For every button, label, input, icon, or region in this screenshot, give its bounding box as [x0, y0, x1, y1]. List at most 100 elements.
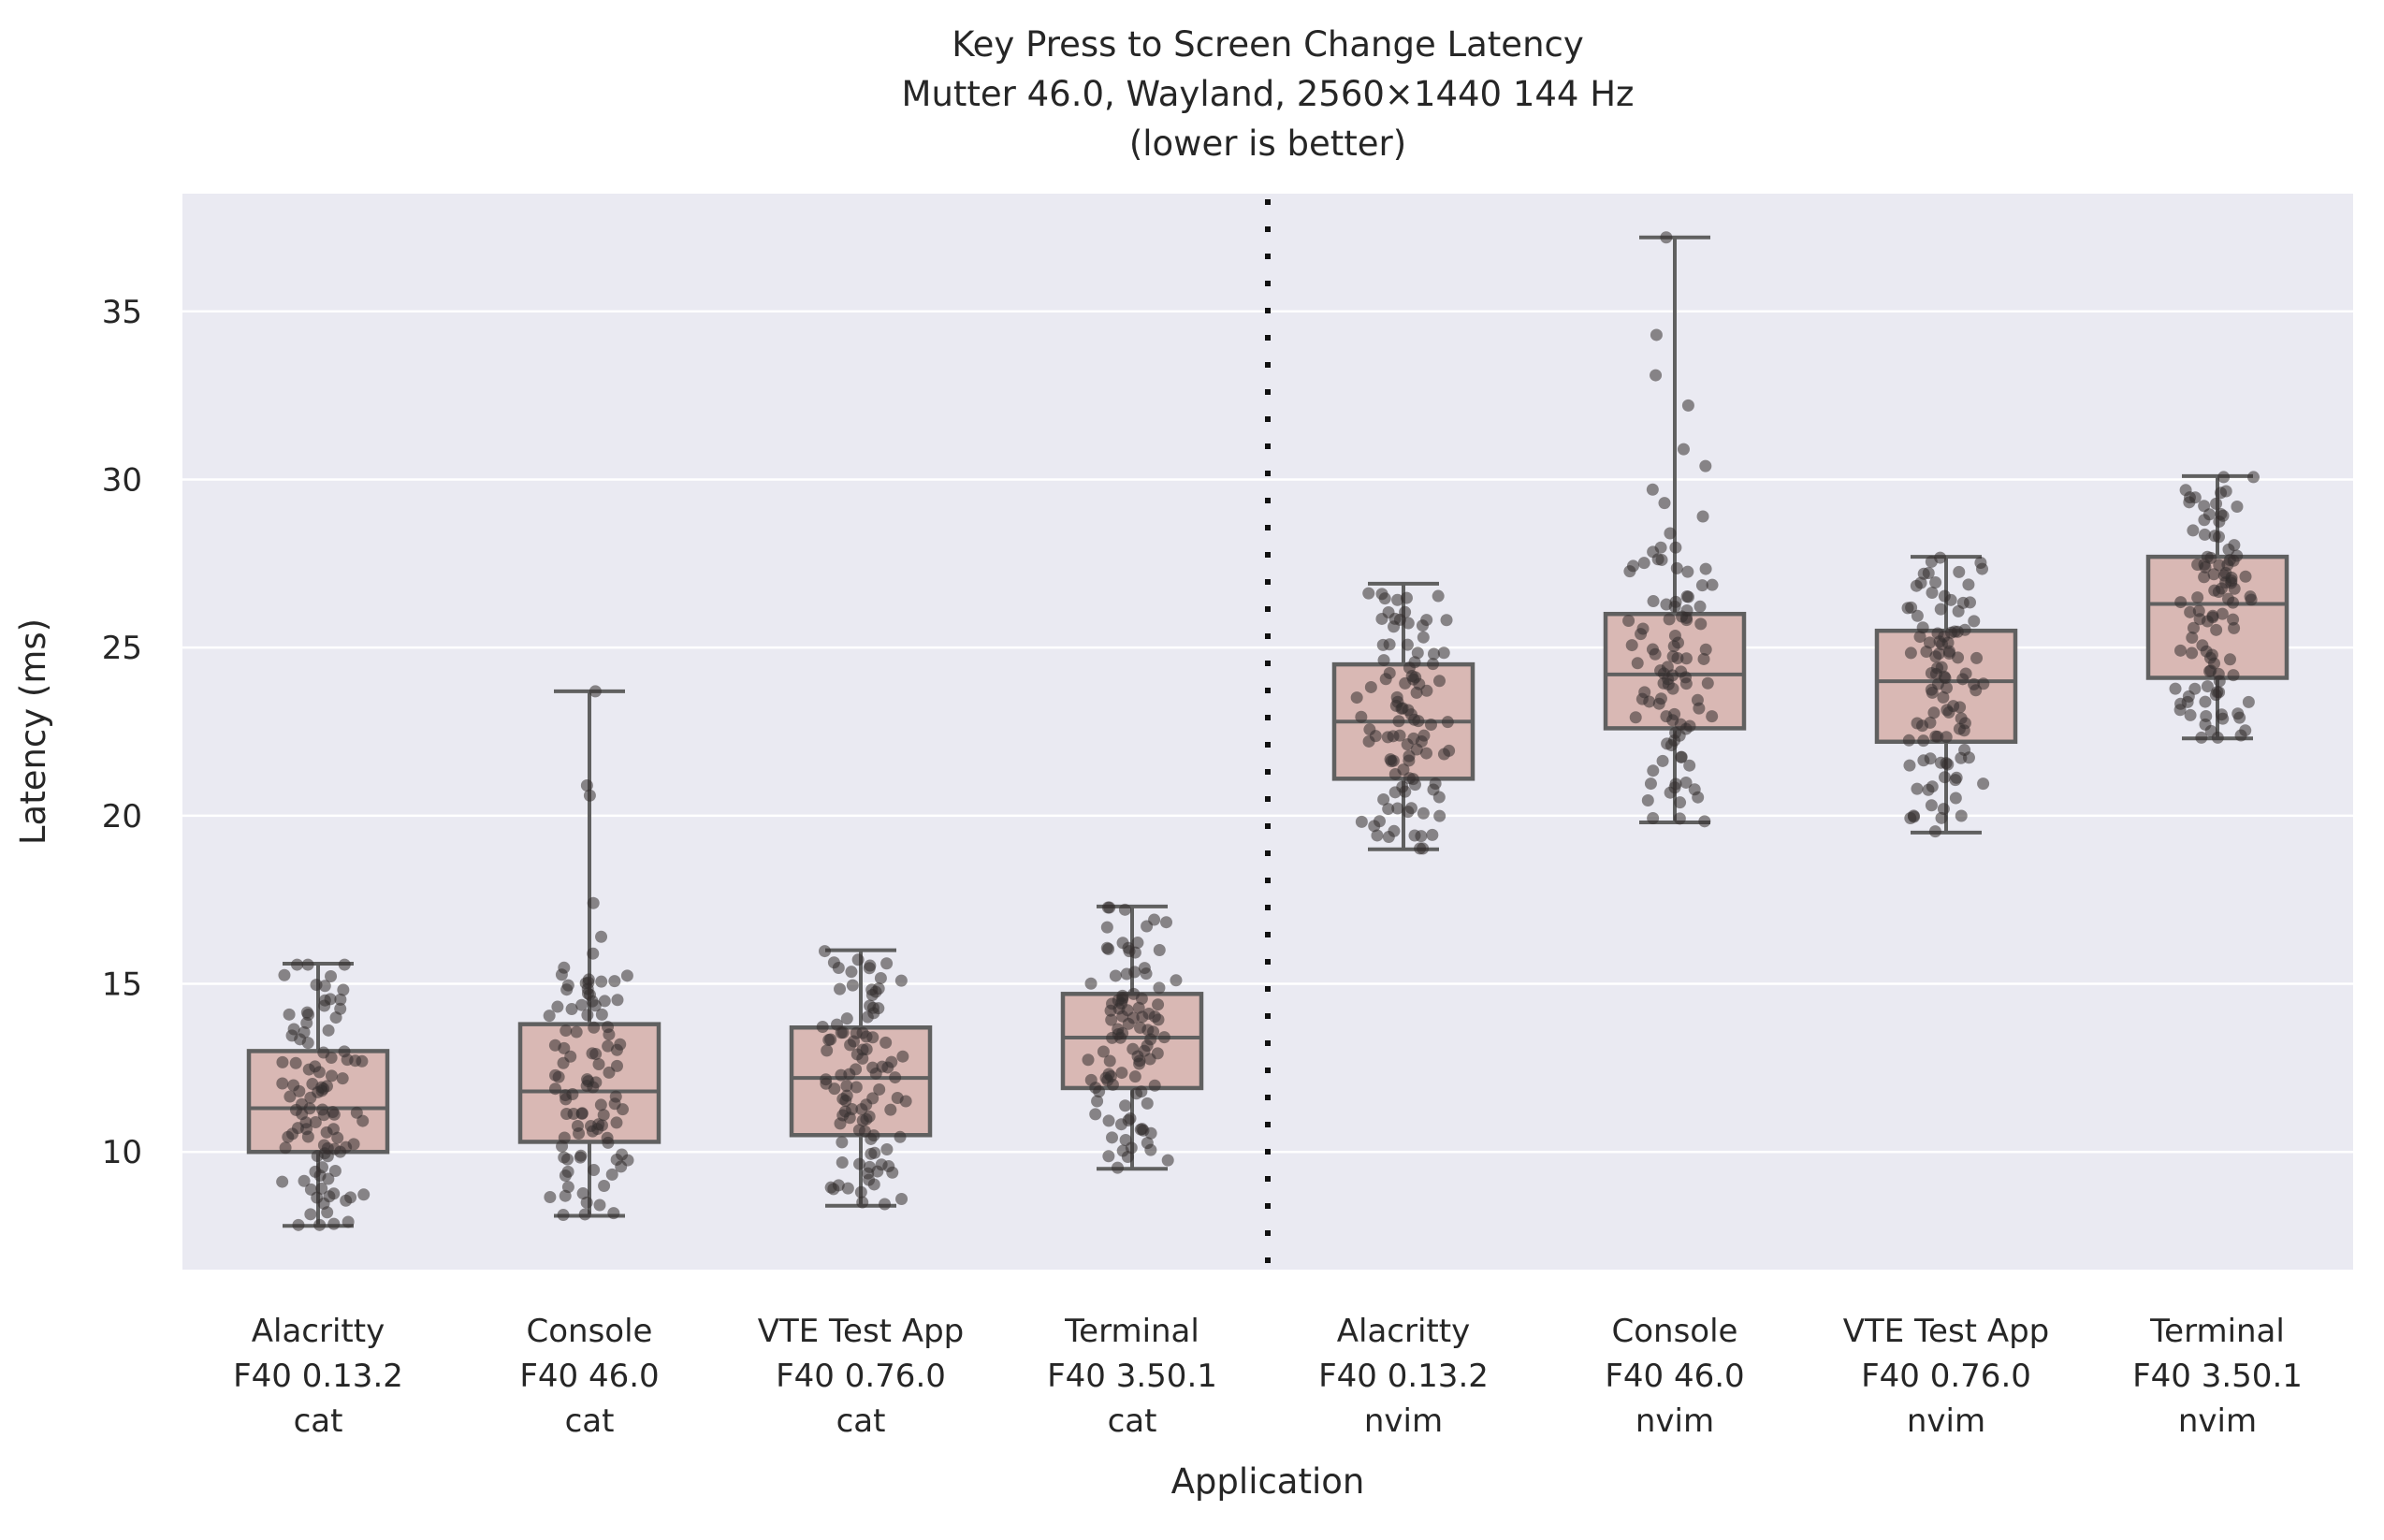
data-point — [1106, 1131, 1119, 1144]
data-point — [1127, 1042, 1140, 1055]
data-point — [1140, 967, 1153, 981]
data-point — [583, 789, 596, 802]
data-point — [836, 1093, 850, 1106]
data-point — [2191, 591, 2204, 604]
data-point — [2215, 708, 2228, 721]
data-point — [816, 1020, 829, 1033]
data-point — [1931, 730, 1944, 743]
data-point — [325, 1069, 338, 1082]
data-point — [1695, 579, 1708, 592]
data-point — [317, 1139, 330, 1152]
data-point — [2201, 550, 2214, 563]
data-point — [1664, 739, 1678, 752]
data-point — [1941, 758, 1955, 771]
data-point — [548, 1082, 561, 1096]
data-point — [1112, 994, 1125, 1007]
data-point — [2169, 682, 2182, 695]
data-point — [1391, 802, 1404, 815]
data-point — [595, 975, 608, 988]
data-point — [1683, 759, 1696, 772]
data-point — [879, 1198, 892, 1211]
data-point — [1939, 771, 1952, 784]
data-point — [1409, 671, 1422, 684]
data-point — [1977, 777, 1990, 791]
data-point — [1118, 903, 1131, 916]
data-point — [851, 953, 865, 966]
data-point — [1958, 623, 1971, 636]
x-tick-label: cat — [294, 1402, 343, 1440]
data-point — [276, 1175, 289, 1188]
data-point — [1959, 667, 1972, 680]
data-point — [588, 1164, 601, 1177]
y-tick-label: 25 — [102, 630, 142, 667]
data-point — [1631, 657, 1644, 670]
data-point — [592, 1058, 605, 1071]
data-point — [616, 1148, 629, 1161]
data-point — [1134, 1021, 1147, 1034]
data-point — [1417, 631, 1430, 644]
x-tick-label: F40 3.50.1 — [2132, 1358, 2303, 1395]
data-point — [1673, 812, 1686, 825]
data-point — [607, 1207, 620, 1220]
x-tick-label: F40 0.76.0 — [776, 1358, 946, 1395]
y-tick-labels-layer: 10 15 20 25 30 35 — [102, 294, 142, 1171]
x-tick-label: nvim — [1364, 1402, 1443, 1440]
data-point — [863, 1173, 876, 1186]
data-point — [2174, 596, 2188, 609]
data-point — [1914, 576, 1927, 589]
data-point — [1962, 578, 1975, 591]
data-point — [1917, 567, 1930, 580]
data-point — [2198, 528, 2211, 541]
data-point — [1161, 1154, 1174, 1167]
data-point — [2213, 686, 2226, 699]
data-point — [1680, 603, 1694, 617]
data-point — [580, 779, 593, 792]
data-point — [598, 995, 611, 1008]
data-point — [2208, 530, 2221, 543]
data-point — [576, 1187, 589, 1200]
data-point — [315, 1182, 328, 1195]
data-point — [846, 979, 859, 992]
data-point — [1388, 786, 1402, 799]
data-point — [2215, 487, 2228, 500]
data-point — [278, 968, 291, 981]
x-tick-label: VTE Test App — [1843, 1313, 2050, 1350]
data-point — [822, 1034, 836, 1047]
y-tick-label: 30 — [102, 461, 142, 499]
data-point — [2242, 695, 2255, 708]
data-point — [1691, 693, 1704, 706]
data-point — [1390, 690, 1403, 704]
data-point — [317, 1082, 330, 1096]
data-point — [2222, 592, 2235, 605]
data-point — [1907, 809, 1920, 822]
data-point — [2239, 570, 2252, 583]
data-point — [2188, 682, 2202, 695]
data-point — [1637, 557, 1650, 570]
data-point — [1696, 510, 1709, 523]
x-tick-label: nvim — [1635, 1402, 1714, 1440]
data-point — [327, 1123, 340, 1136]
data-point — [899, 1095, 912, 1108]
data-point — [1950, 771, 1963, 784]
data-point — [1101, 901, 1114, 914]
data-point — [1105, 1013, 1118, 1026]
data-point — [602, 1021, 615, 1034]
data-point — [303, 1102, 316, 1115]
y-tick-label: 15 — [102, 966, 142, 1004]
data-point — [1671, 652, 1684, 665]
data-point — [1376, 638, 1389, 651]
data-point — [1679, 776, 1693, 789]
data-point — [1937, 690, 1950, 704]
data-point — [1440, 614, 1453, 627]
x-tick-label: F40 46.0 — [519, 1358, 659, 1395]
data-point — [575, 1107, 589, 1120]
data-point — [1362, 587, 1375, 600]
data-point — [1084, 977, 1098, 990]
data-point — [1934, 603, 1947, 616]
data-point — [863, 1160, 876, 1173]
data-point — [2192, 604, 2205, 617]
data-point — [1403, 772, 1416, 785]
data-point — [551, 1000, 564, 1013]
data-point — [2201, 680, 2214, 693]
data-point — [566, 1088, 579, 1101]
